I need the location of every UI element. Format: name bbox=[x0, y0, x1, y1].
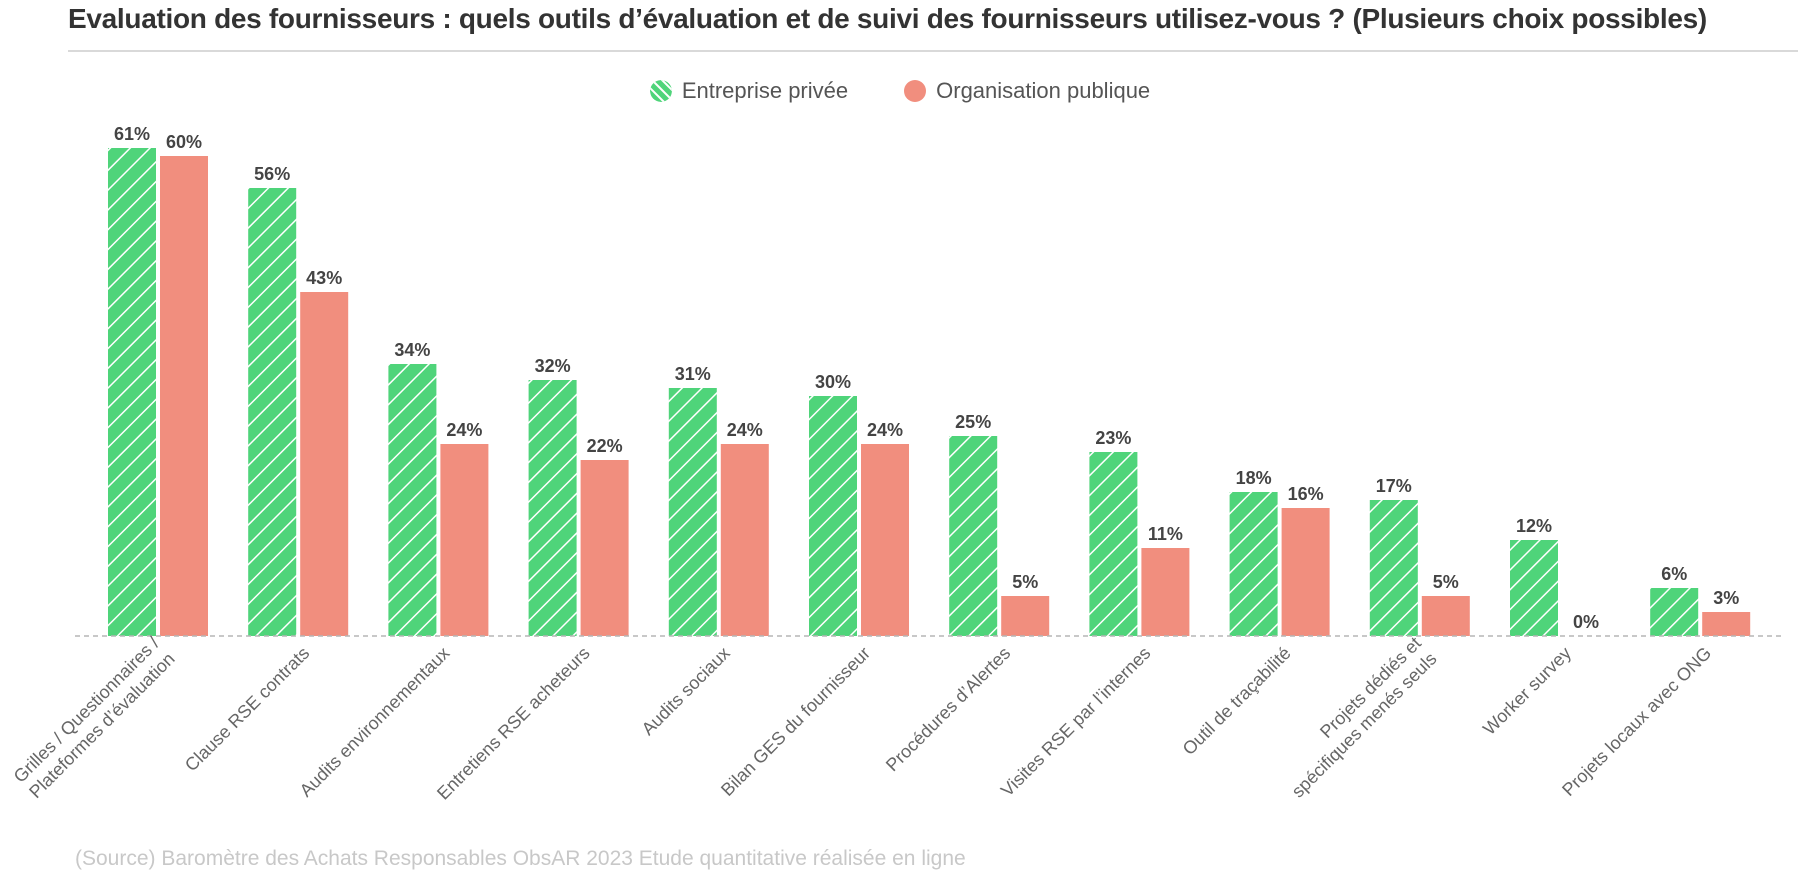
value-label-organisation-11: 0% bbox=[1573, 612, 1599, 632]
value-label-entreprise-4: 32% bbox=[535, 356, 571, 376]
value-label-entreprise-8: 23% bbox=[1095, 428, 1131, 448]
value-label-organisation-8: 11% bbox=[1148, 524, 1183, 544]
value-label-entreprise-1: 61% bbox=[114, 124, 150, 144]
legend-label-entreprise: Entreprise privée bbox=[681, 78, 849, 103]
bar-organisation-3[interactable] bbox=[440, 444, 489, 636]
value-label-organisation-7: 5% bbox=[1012, 572, 1038, 592]
bar-entreprise-8[interactable] bbox=[1089, 452, 1138, 636]
bar-entreprise-3[interactable] bbox=[388, 364, 437, 636]
bar-entreprise-7[interactable] bbox=[949, 436, 998, 636]
bar-organisation-7[interactable] bbox=[1001, 596, 1050, 636]
bar-organisation-12[interactable] bbox=[1702, 612, 1751, 636]
value-label-organisation-9: 16% bbox=[1288, 484, 1324, 504]
bar-organisation-1[interactable] bbox=[160, 156, 208, 636]
bar-organisation-2[interactable] bbox=[300, 292, 349, 636]
category-label-4: Entretiens RSE acheteurs bbox=[433, 643, 594, 804]
value-label-organisation-4: 22% bbox=[587, 436, 623, 456]
category-label-7: Procédures d’Alertes bbox=[882, 643, 1014, 775]
value-label-entreprise-3: 34% bbox=[394, 340, 430, 360]
category-label-5: Audits sociaux bbox=[638, 643, 734, 739]
bar-entreprise-10[interactable] bbox=[1369, 500, 1418, 636]
value-label-entreprise-6: 30% bbox=[815, 372, 851, 392]
value-label-entreprise-12: 6% bbox=[1661, 564, 1687, 584]
value-label-organisation-1: 60% bbox=[166, 132, 202, 152]
value-label-organisation-6: 24% bbox=[867, 420, 903, 440]
value-label-entreprise-5: 31% bbox=[675, 364, 711, 384]
value-label-entreprise-11: 12% bbox=[1516, 516, 1552, 536]
category-label-11: Worker survey bbox=[1479, 643, 1575, 739]
legend-item-entreprise[interactable]: Entreprise privée bbox=[649, 78, 849, 104]
title-divider bbox=[68, 50, 1798, 52]
value-label-entreprise-7: 25% bbox=[955, 412, 991, 432]
legend-swatch-solid bbox=[904, 80, 927, 102]
bar-entreprise-2[interactable] bbox=[248, 188, 297, 636]
value-label-organisation-5: 24% bbox=[727, 420, 763, 440]
value-label-entreprise-2: 56% bbox=[254, 164, 290, 184]
bar-entreprise-11[interactable] bbox=[1510, 540, 1558, 636]
bar-organisation-8[interactable] bbox=[1141, 548, 1190, 636]
value-label-organisation-10: 5% bbox=[1433, 572, 1459, 592]
bar-entreprise-12[interactable] bbox=[1650, 588, 1699, 636]
bar-organisation-10[interactable] bbox=[1421, 596, 1470, 636]
bar-organisation-6[interactable] bbox=[861, 444, 909, 636]
category-label-1: Grilles / Questionnaires /Plateformes d’… bbox=[10, 633, 179, 802]
bar-entreprise-5[interactable] bbox=[668, 388, 717, 636]
value-label-organisation-2: 43% bbox=[306, 268, 342, 288]
value-label-entreprise-10: 17% bbox=[1376, 476, 1412, 496]
value-label-entreprise-9: 18% bbox=[1236, 468, 1272, 488]
value-label-organisation-3: 24% bbox=[446, 420, 482, 440]
bar-organisation-9[interactable] bbox=[1281, 508, 1330, 636]
bar-entreprise-4[interactable] bbox=[528, 380, 577, 636]
legend-item-organisation[interactable]: Organisation publique bbox=[904, 78, 1150, 104]
category-label-3: Audits environnementaux bbox=[296, 643, 454, 801]
category-label-10: Projets dédiés etspécifiques menés seuls bbox=[1272, 633, 1440, 801]
category-label-6: Bilan GES du fournisseur bbox=[717, 643, 874, 800]
bar-entreprise-6[interactable] bbox=[809, 396, 857, 636]
bar-organisation-4[interactable] bbox=[580, 460, 629, 636]
legend-label-organisation: Organisation publique bbox=[936, 78, 1151, 103]
category-label-2: Clause RSE contrats bbox=[181, 643, 313, 775]
category-label-12: Projets locaux avec ONG bbox=[1558, 643, 1715, 800]
bar-entreprise-9[interactable] bbox=[1229, 492, 1278, 636]
category-label-8: Visites RSE par l’internes bbox=[997, 643, 1155, 801]
chart-title: Evaluation des fournisseurs : quels outi… bbox=[68, 3, 1707, 34]
category-label-9: Outil de traçabilité bbox=[1179, 643, 1295, 759]
chart-legend: Entreprise privée Organisation publique bbox=[0, 78, 1800, 104]
source-note: (Source) Baromètre des Achats Responsabl… bbox=[75, 847, 966, 870]
bar-entreprise-1[interactable] bbox=[108, 148, 156, 636]
bar-organisation-5[interactable] bbox=[720, 444, 769, 636]
value-label-organisation-12: 3% bbox=[1713, 588, 1739, 608]
legend-swatch-hatched bbox=[649, 80, 672, 102]
